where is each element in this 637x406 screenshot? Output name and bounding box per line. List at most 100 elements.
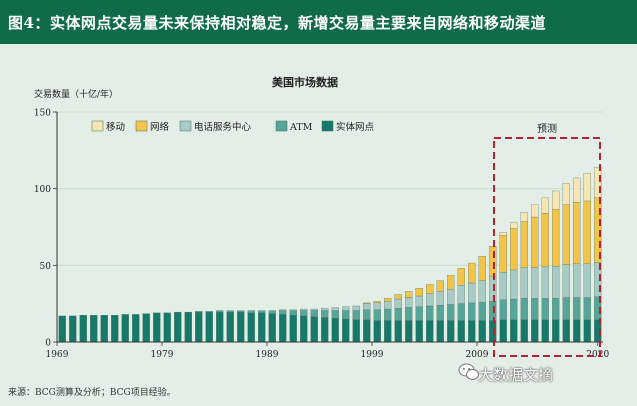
bar-segment [205, 311, 213, 343]
header-bar: 图4：实体网点交易量未来保持相对稳定，新增交易量主要来自网络和移动渠道 [0, 0, 637, 44]
bar-segment [289, 310, 297, 316]
bar-segment [394, 308, 402, 321]
bar-segment [342, 310, 350, 320]
bar-segment [247, 312, 255, 343]
bar-segment [226, 311, 234, 343]
bar-segment [384, 320, 392, 343]
bar-segment [132, 314, 140, 343]
bar-segment [573, 319, 581, 343]
bar-segment [394, 298, 402, 309]
bar-segment [300, 308, 308, 311]
bar-segment [352, 310, 360, 320]
bar-segment [457, 320, 465, 343]
bar-segment [415, 295, 423, 307]
bar-segment [436, 305, 444, 321]
bar-segment [510, 222, 518, 229]
legend-label: 实体网点 [336, 121, 375, 133]
bar-segment [457, 303, 465, 321]
figure-title: 图4：实体网点交易量未来保持相对稳定，新增交易量主要来自网络和移动渠道 [8, 14, 546, 32]
bar-segment [583, 263, 591, 298]
legend-label: 移动 [106, 121, 125, 133]
forecast-label: 预测 [537, 122, 557, 135]
bar-segment [531, 204, 539, 218]
bar-segment [510, 319, 518, 343]
bar-segment [510, 269, 518, 300]
bar-segment [363, 302, 371, 304]
bar-segment [405, 291, 413, 298]
bar-segment [541, 298, 549, 320]
bar-segment [499, 232, 507, 236]
bar-segment [436, 291, 444, 306]
legend: 移动 网络 电话服务中心 ATM 实体网点 [91, 120, 375, 133]
y-tick-label: 150 [34, 109, 51, 119]
bar-segment [552, 298, 560, 320]
y-tick-label: 100 [34, 185, 51, 195]
bar-segment [342, 306, 350, 311]
bar-segment [58, 315, 66, 343]
bar-segment [520, 221, 528, 268]
y-tick-label: 0 [45, 339, 51, 349]
bar-segment [415, 320, 423, 343]
bar-segment [468, 320, 476, 343]
x-tick-label: 1979 [151, 350, 174, 360]
bar-segment [331, 307, 339, 311]
bar-segment [583, 200, 591, 264]
bar-segment [289, 309, 297, 311]
bar-segment [205, 311, 213, 313]
bar-segment [552, 319, 560, 343]
bar-segment [373, 320, 381, 343]
bar-segment [258, 312, 266, 343]
bar-segment [499, 319, 507, 343]
bar-segment [426, 305, 434, 321]
bar-segment [447, 275, 455, 290]
forecast-box [493, 137, 601, 357]
bar-segment [394, 294, 402, 300]
bar-segment [373, 302, 381, 310]
bar-segment [583, 319, 591, 343]
bar-segment [268, 310, 276, 314]
bar-segment [258, 310, 266, 314]
bar-segment [174, 311, 182, 343]
bar-segment [237, 311, 245, 343]
bar-segment [489, 276, 497, 302]
bar-segment [384, 301, 392, 310]
forecast-group: 预测 [493, 122, 601, 357]
bar-segment [310, 308, 318, 311]
bar-segment [573, 263, 581, 298]
bar-segment [331, 318, 339, 343]
x-tick-label: 1989 [256, 350, 279, 360]
bar-segment [310, 316, 318, 343]
bar-segment [415, 288, 423, 297]
bar-segment [562, 204, 570, 265]
bar-segment [531, 298, 539, 320]
bar-segment [489, 246, 497, 277]
bar-segment [195, 311, 203, 313]
bar-segment [300, 310, 308, 317]
bar-segment [510, 298, 518, 320]
bar-segment [394, 320, 402, 343]
bar-segment [478, 301, 486, 321]
bar-segment [447, 304, 455, 321]
legend-swatch [321, 120, 334, 132]
bar-segment [405, 297, 413, 308]
bar-segment [552, 190, 560, 210]
bar-segment [478, 320, 486, 343]
bar-segment [289, 315, 297, 343]
bar-segment [552, 209, 560, 267]
bar-segment [279, 309, 287, 311]
y-axis-label: 交易数量（十亿/年） [34, 88, 118, 100]
bar-segment [499, 299, 507, 320]
x-tick-label: 1999 [361, 350, 384, 360]
legend-swatch [135, 120, 148, 132]
bar-segment [352, 305, 360, 311]
bar-segment [426, 293, 434, 307]
bar-segment [531, 216, 539, 268]
bar-segment [363, 309, 371, 320]
bar-segment [279, 310, 287, 315]
axes: 0 50 100 150 1969 1979 1989 1999 2009 2020 [34, 109, 610, 361]
bar-segment [562, 264, 570, 298]
bar-segment [478, 280, 486, 303]
bar-segment [436, 320, 444, 343]
bar-segment [436, 280, 444, 292]
bar-segment [468, 282, 476, 304]
